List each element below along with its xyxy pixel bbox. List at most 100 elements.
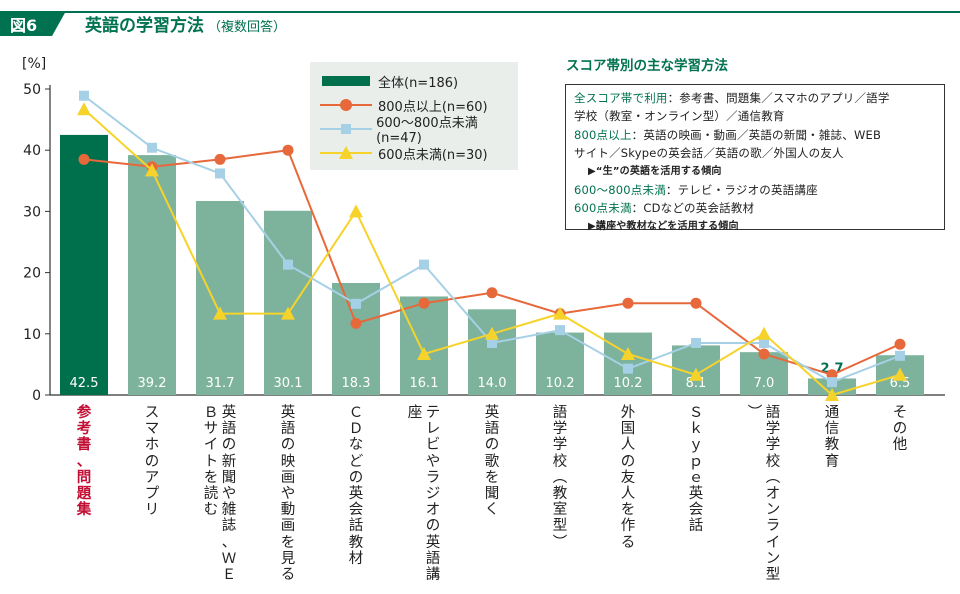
bar-value-label: 7.0 [754,376,775,391]
data-point [214,153,226,165]
x-tick-label-char: 、 [76,453,92,470]
x-tick-label-column: 外国人の友人を作る [619,405,637,551]
x-tick-label-char: 材 [348,550,364,567]
x-tick-label-char: 作 [620,518,636,535]
x-tick-label: 英語の歌を聞く [483,405,501,518]
x-tick-label-char: 教 [552,485,568,502]
x-tick-label-char: 雑 [221,502,237,519]
x-tick-label-char: 学 [765,437,781,454]
x-tick-label-char: ス [144,405,160,421]
x-tick-label-char: オ [765,485,781,502]
x-tick-label-char: 英 [280,405,296,421]
x-tick-label-char: サ [203,421,219,438]
x-tick-label: 参考書、問題集 [75,405,93,518]
x-tick-label-char: イ [203,437,219,454]
x-tick-label-char: ど [348,453,364,470]
x-tick-label-char: 学 [552,437,568,454]
x-tick-label-char: ｐ [688,453,704,470]
x-tick-label-char: 新 [221,453,237,470]
data-point [827,377,837,388]
x-tick-label-char: 誌 [221,518,237,535]
x-tick-label: その他 [891,405,909,454]
panel-text-all-2: 学校（教室・オンライン型）／通信教育 [574,109,785,124]
x-tick-label-char: 画 [280,518,296,535]
data-point [689,367,703,381]
legend-bar-swatch [320,71,372,91]
y-axis-label: [%] [22,56,46,72]
x-tick-label-char: ジ [425,485,441,502]
x-tick-label-char: 見 [280,550,296,567]
bar-value-label: 14.0 [478,376,507,391]
x-tick-label-column: 参考書、問題集 [75,405,93,518]
x-tick-label-char: ︵ [765,469,781,486]
x-tick-label-char: 語 [280,421,296,438]
panel-text-600-800: ：テレビ・ラジオの英語講座 [665,183,818,198]
x-tick-label-char: 語 [765,405,781,421]
data-point [757,326,771,340]
data-point [487,337,497,348]
x-tick-label-char: 講 [425,566,441,583]
x-tick-label-char: 室 [552,502,568,519]
x-tick-label-char: 画 [280,469,296,486]
x-tick-label-column: 英語の新聞や雑誌、 Ｗ Ｅ [220,405,238,583]
figure-label: 図6 [10,16,37,35]
x-tick-label-char: 映 [280,453,296,470]
data-point [691,337,701,348]
x-tick-label-char: 語 [221,421,237,438]
x-tick-label-char: の [280,437,296,454]
x-tick-label-char: を [620,502,636,519]
x-tick-label-char: 友 [620,469,636,486]
bar [264,210,312,395]
x-tick-label-char: 英 [221,405,237,421]
y-tick-label: 40 [23,143,41,159]
panel-title: スコア帯別の主な学習方法 [566,58,728,74]
x-tick-label-char: を [280,534,296,551]
x-tick-label-char: 聞 [484,485,500,502]
x-tick-label-char: 学 [765,421,781,438]
panel-label-600-800: 600〜800点未満 [574,183,666,198]
x-tick-label-char: ｅ [688,469,704,486]
x-tick-label-char: 題 [76,485,92,502]
x-tick-label-char: 育 [824,453,840,470]
data-point [77,102,91,116]
bar-value-label: 10.2 [614,376,643,391]
data-point [690,297,702,309]
x-tick-label-char: 校 [765,453,781,470]
legend-square-swatch [320,119,372,139]
panel-note-800: ▶“生”の英語を活用する傾向 [588,165,722,177]
data-point [486,287,498,299]
x-tick-label-char: マ [144,421,160,438]
x-tick-label-char: 校 [552,453,568,470]
data-point [894,338,906,350]
y-tick-label: 30 [23,204,41,220]
x-tick-label-char: ︵ [552,469,568,486]
data-point [351,298,361,309]
x-tick-label-char: ラ [425,469,441,486]
x-tick-label-char: レ [425,421,441,438]
x-tick-label-char: 外 [620,405,636,421]
panel-text-800-2: サイト／Skypeの英会話／英語の歌／外国人の友人 [574,146,844,161]
y-tick-label: 20 [23,266,41,282]
data-point [350,317,362,329]
bar [128,155,176,395]
data-point [78,153,90,165]
legend: 全体(n=186) 800点以上(n=60) 600〜800点未満(n=47) … [310,62,518,170]
x-tick-label-char: 考 [76,421,92,438]
legend-label-all: 全体(n=186) [378,75,459,91]
panel-text-800-1: ：英語の映画・動画／英語の新聞・雑誌、WEB [631,127,882,142]
x-tick-label-column: 英語の歌を聞く [483,405,501,518]
x-tick-label-char: 座 [407,405,423,421]
legend-label-600-800: 600〜800点未満(n=47) [376,116,478,146]
x-tick-label-char: 他 [892,437,908,454]
x-tick-label-char: る [620,534,636,551]
data-point [758,348,770,360]
bar [60,134,108,395]
panel-label-800: 800点以上 [574,127,632,142]
x-tick-label-char: 動 [280,502,296,519]
x-tick-label-char: Ｄ [348,421,364,438]
x-tick-label: 語学学校 ︵ 教室型 ︶ [551,405,569,551]
x-tick-label-char: 教 [348,534,364,551]
x-tick-label-char: 信 [824,421,840,438]
x-tick-label-char: や [280,485,296,502]
